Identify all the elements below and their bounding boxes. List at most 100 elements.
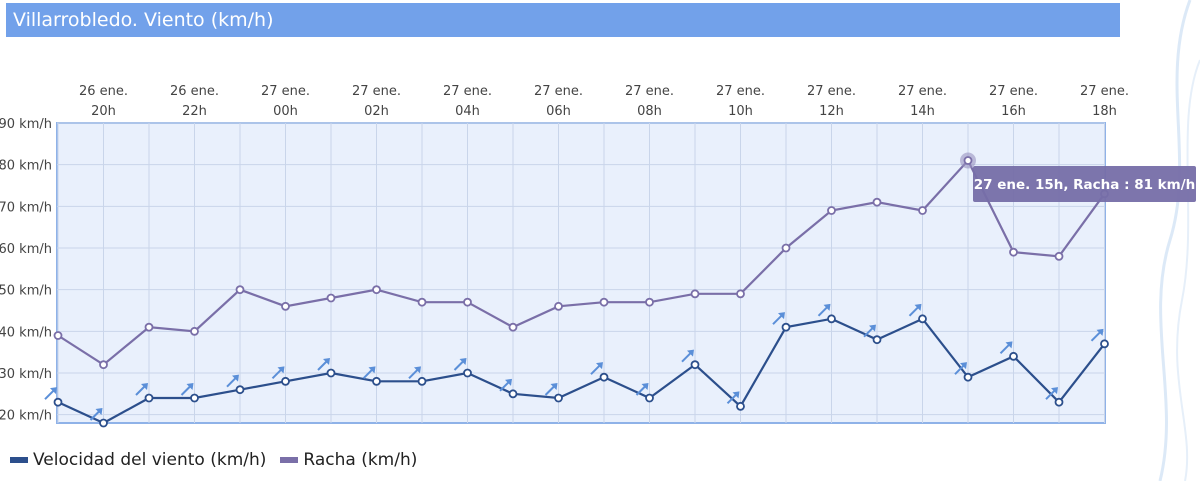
northeast-arrow-icon [453,358,467,371]
arrow-head [186,383,194,390]
x-tick-label-date: 27 ene. [989,84,1038,99]
x-tick-label-date: 26 ene. [79,84,128,99]
arrow-head [596,362,603,370]
legend-label-wind-speed: Velocidad del viento (km/h) [33,450,267,470]
x-tick-label-hour: 18h [1092,104,1117,119]
data-point-gust [1009,247,1018,257]
northeast-arrow-icon [908,303,922,317]
series-points [53,152,1109,428]
series-line-gust [57,158,1106,367]
x-tick-label-date: 27 ene. [261,84,310,99]
x-tick-label-hour: 22h [182,104,207,119]
data-point-gust [508,322,518,332]
arrow-head [277,366,285,374]
legend-item-wind-speed[interactable]: Velocidad del viento (km/h) [10,450,266,470]
data-point-wind-speed [1009,351,1018,361]
x-tick-label-hour: 02h [364,104,389,119]
arrow-head [323,358,330,365]
arrow-head [914,303,922,311]
data-point-gust [645,297,654,307]
x-tick-label-date: 27 ene. [716,84,765,99]
x-tick-label-date: 26 ene. [170,84,219,99]
northeast-arrow-icon [135,383,148,396]
data-point-gust [872,197,882,207]
data-point-wind-speed [190,393,199,403]
northeast-arrow-icon [1090,328,1104,342]
x-tick-label-hour: 06h [546,104,571,119]
northeast-arrow-icon [44,387,57,400]
data-point-gust [599,297,609,307]
series-line-wind-speed [57,317,1106,425]
arrow-head [869,324,876,332]
arrow-head [141,383,148,390]
northeast-arrow-icon [863,324,876,338]
data-point-wind-speed [645,393,654,403]
arrow-head [778,312,785,320]
data-point-wind-speed [99,418,108,428]
arrow-head [232,374,239,382]
x-tick-label-hour: 08h [637,104,662,119]
x-tick-label-hour: 16h [1001,104,1026,119]
data-point-gust [736,289,745,299]
arrow-head [550,383,558,390]
northeast-arrow-icon [89,408,103,421]
arrow-head [1051,387,1058,395]
northeast-arrow-icon [362,366,376,380]
northeast-arrow-icon [271,366,285,380]
x-tick-label-date: 27 ene. [352,84,401,99]
data-point-gust [281,301,290,311]
x-tick-label-date: 27 ene. [443,84,492,99]
data-point-wind-speed [918,314,927,324]
data-point-wind-speed [53,397,63,407]
decorative-background-lines [1158,0,1200,481]
arrow-head [368,366,376,374]
data-point-wind-speed [690,360,700,370]
arrow-head [732,391,740,399]
data-point-wind-speed [508,389,518,399]
data-point-gust [99,360,108,370]
data-point-wind-speed [463,368,472,378]
data-point-gust [190,326,199,336]
northeast-arrow-icon [954,362,967,375]
data-point-gust [235,285,245,295]
legend-swatch-wind-speed [10,457,28,463]
x-tick-label-hour: 14h [910,104,935,119]
arrow-head [641,383,649,390]
northeast-arrow-icon [499,378,512,392]
y-tick-label: 50 km/h [0,284,52,299]
y-tick-label: 30 km/h [0,367,52,382]
x-tick-label-date: 27 ene. [807,84,856,99]
data-point-wind-speed [736,401,745,411]
x-axis-labels: 26 ene. 20h 26 ene. 22h 27 ene. 00h 27 ene. 02h… [79,84,1129,119]
x-tick-label-date: 27 ene. [534,84,583,99]
arrow-head [50,387,57,395]
tooltip: 27 ene. 15h, Racha : 81 km/h [973,166,1196,202]
data-point-gust [918,206,927,215]
data-point-gust [144,322,154,332]
arrow-head [960,362,967,370]
arrow-head [1005,341,1013,349]
data-point-wind-speed [235,385,245,395]
data-point-wind-speed [326,368,336,378]
northeast-arrow-icon [408,366,421,380]
y-tick-label: 90 km/h [0,117,52,132]
data-point-wind-speed [599,372,609,382]
tooltip-box [973,166,1196,202]
data-point-wind-speed [281,376,290,386]
legend-label-gust: Racha (km/h) [303,450,418,470]
y-tick-label: 20 km/h [0,409,52,424]
data-point-wind-speed [417,376,427,386]
y-axis-labels: 20 km/h 30 km/h 40 km/h 50 km/h 60 km/h 70 km… [0,117,52,424]
y-tick-label: 80 km/h [0,159,52,174]
legend-item-gust[interactable]: Racha (km/h) [280,450,417,470]
x-tick-label-hour: 12h [819,104,844,119]
series-lines [57,158,1106,425]
data-point-wind-speed [827,314,836,324]
chart-title: Villarrobledo. Viento (km/h) [6,3,1120,37]
arrow-head [505,378,512,386]
northeast-arrow-icon [180,383,194,396]
northeast-arrow-icon [635,383,649,396]
data-point-wind-speed [144,393,154,403]
arrow-head [459,358,467,365]
